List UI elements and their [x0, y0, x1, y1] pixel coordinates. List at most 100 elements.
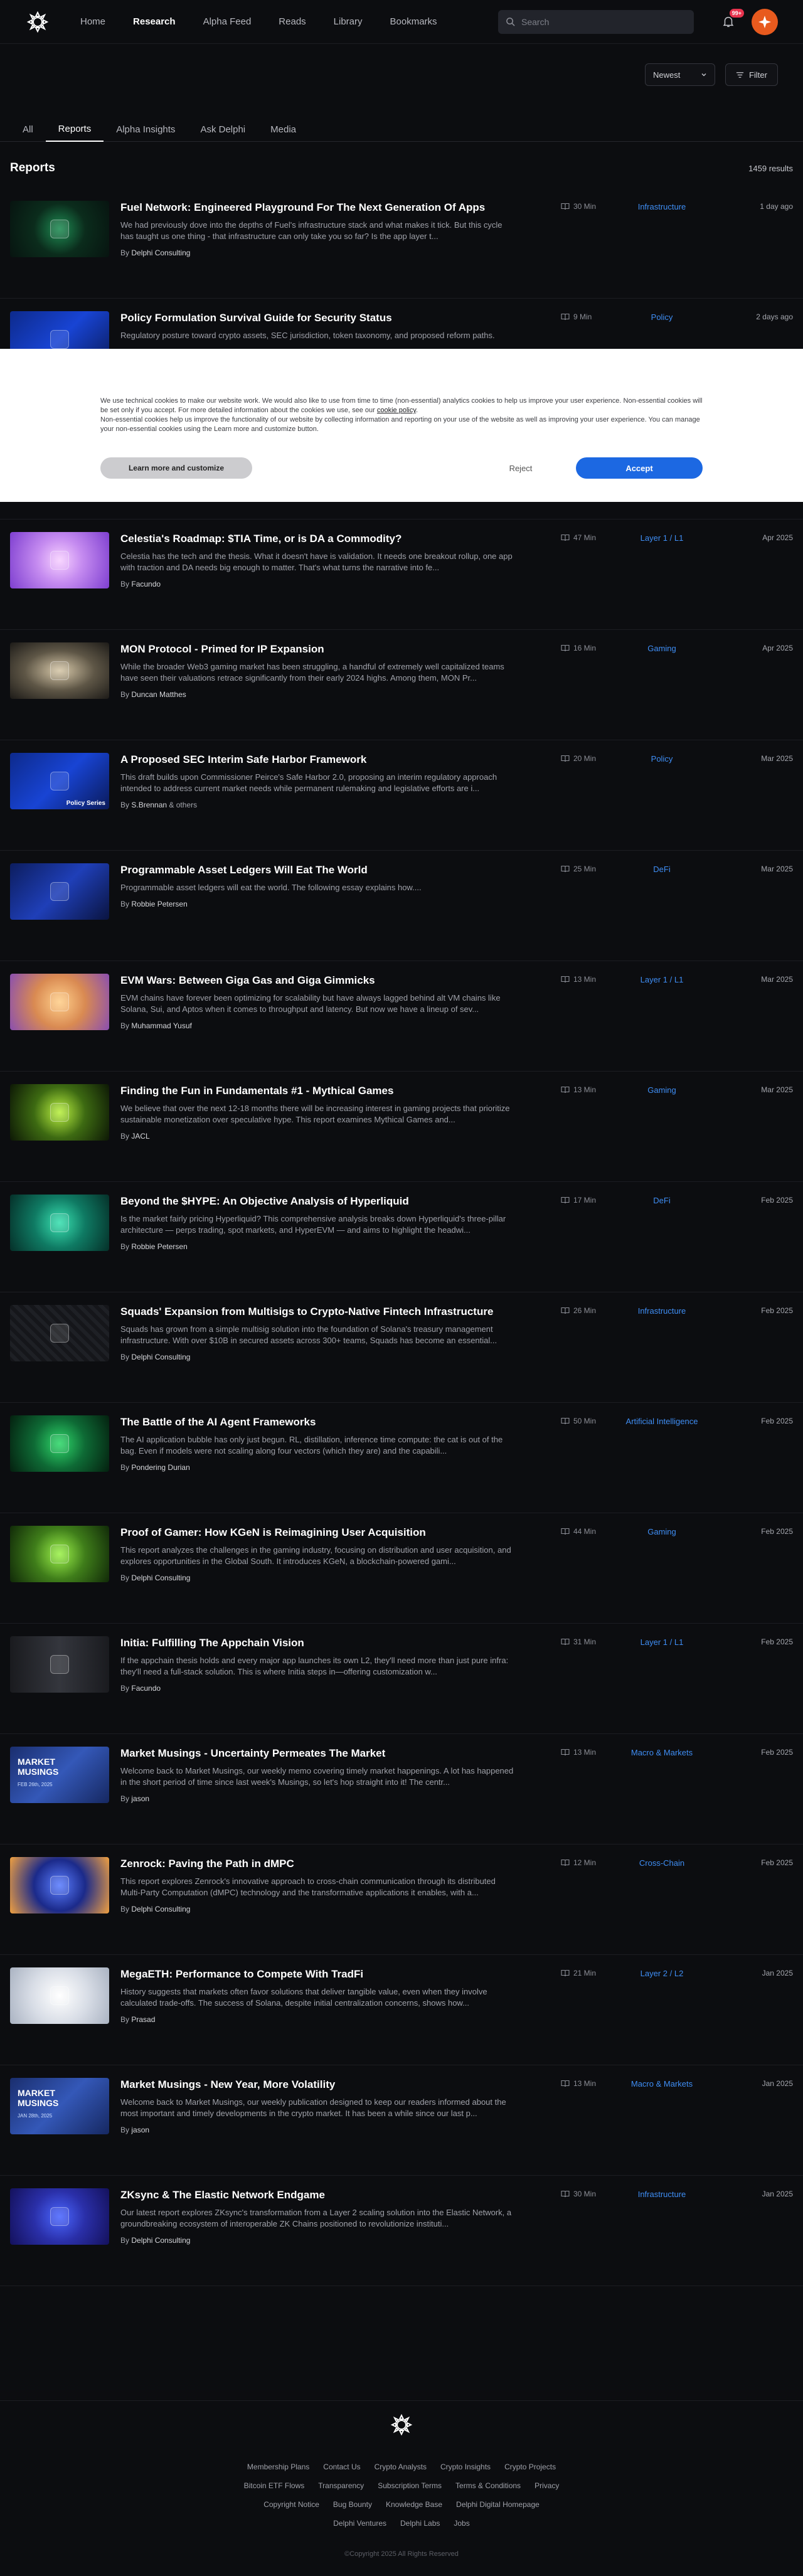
report-title[interactable]: Zenrock: Paving the Path in dMPC: [120, 1858, 294, 1870]
report-category[interactable]: DeFi: [653, 1196, 671, 1205]
footer-link-delphi-ventures[interactable]: Delphi Ventures: [333, 2519, 386, 2528]
author-name[interactable]: S.Brennan: [131, 801, 168, 809]
report-category[interactable]: Infrastructure: [637, 202, 686, 211]
report-title[interactable]: MegaETH: Performance to Compete With Tra…: [120, 1968, 364, 1980]
report-category[interactable]: Infrastructure: [637, 1306, 686, 1316]
report-title[interactable]: Finding the Fun in Fundamentals #1 - Myt…: [120, 1085, 394, 1097]
footer-link-crypto-insights[interactable]: Crypto Insights: [440, 2462, 491, 2471]
author-name[interactable]: jason: [131, 2126, 150, 2134]
report-title[interactable]: The Battle of the AI Agent Frameworks: [120, 1416, 316, 1428]
report-title[interactable]: A Proposed SEC Interim Safe Harbor Frame…: [120, 753, 367, 765]
author-name[interactable]: Delphi Consulting: [131, 1905, 191, 1913]
tab-media[interactable]: Media: [270, 124, 296, 135]
report-category[interactable]: DeFi: [653, 865, 671, 874]
report-category[interactable]: Policy: [651, 754, 673, 764]
nav-item-alpha-feed[interactable]: Alpha Feed: [203, 16, 252, 27]
learn-more-button[interactable]: Learn more and customize: [100, 457, 252, 479]
footer-link-crypto-projects[interactable]: Crypto Projects: [504, 2462, 556, 2471]
footer-link-privacy[interactable]: Privacy: [534, 2481, 560, 2490]
report-item[interactable]: MegaETH: Performance to Compete With Tra…: [0, 1955, 803, 2065]
footer-link-delphi-digital-homepage[interactable]: Delphi Digital Homepage: [456, 2500, 540, 2509]
nav-item-research[interactable]: Research: [133, 16, 176, 27]
author-name[interactable]: Prasad: [131, 2015, 156, 2024]
author-name[interactable]: Facundo: [131, 580, 161, 588]
nav-item-home[interactable]: Home: [80, 16, 106, 27]
report-item[interactable]: Fuel Network: Engineered Playground For …: [0, 188, 803, 299]
nav-item-library[interactable]: Library: [333, 16, 363, 27]
report-category[interactable]: Macro & Markets: [630, 2079, 693, 2089]
search-box[interactable]: [498, 9, 694, 34]
author-name[interactable]: Delphi Consulting: [131, 248, 191, 257]
report-thumbnail[interactable]: MARKET MUSINGS FEB 26th, 2025: [10, 1747, 109, 1803]
footer-link-membership-plans[interactable]: Membership Plans: [247, 2462, 310, 2471]
report-category[interactable]: Gaming: [647, 1527, 676, 1536]
report-item[interactable]: Zenrock: Paving the Path in dMPC This re…: [0, 1844, 803, 1955]
report-thumbnail[interactable]: [10, 1084, 109, 1141]
footer-link-crypto-analysts[interactable]: Crypto Analysts: [374, 2462, 427, 2471]
report-title[interactable]: Fuel Network: Engineered Playground For …: [120, 201, 486, 213]
report-category[interactable]: Macro & Markets: [630, 1748, 693, 1757]
sort-select[interactable]: Newest: [645, 63, 715, 86]
report-thumbnail[interactable]: [10, 1967, 109, 2024]
report-item[interactable]: ZKsync & The Elastic Network Endgame Our…: [0, 2176, 803, 2286]
report-item[interactable]: MARKET MUSINGS FEB 26th, 2025 Market Musi…: [0, 1734, 803, 1844]
report-thumbnail[interactable]: [10, 863, 109, 920]
report-thumbnail[interactable]: [10, 1526, 109, 1582]
report-thumbnail[interactable]: [10, 1195, 109, 1251]
footer-link-transparency[interactable]: Transparency: [318, 2481, 364, 2490]
filter-button[interactable]: Filter: [725, 63, 778, 86]
cookie-policy-link[interactable]: cookie policy: [376, 407, 417, 414]
report-item[interactable]: Programmable Asset Ledgers Will Eat The …: [0, 851, 803, 961]
author-name[interactable]: Muhammad Yusuf: [131, 1021, 192, 1030]
author-name[interactable]: Robbie Petersen: [131, 1242, 188, 1251]
report-thumbnail[interactable]: [10, 1415, 109, 1472]
footer-link-terms-conditions[interactable]: Terms & Conditions: [455, 2481, 521, 2490]
report-category[interactable]: Layer 1 / L1: [640, 533, 684, 543]
footer-link-bug-bounty[interactable]: Bug Bounty: [332, 2500, 372, 2509]
report-thumbnail[interactable]: [10, 1636, 109, 1693]
report-title[interactable]: ZKsync & The Elastic Network Endgame: [120, 2189, 325, 2201]
report-title[interactable]: Celestia's Roadmap: $TIA Time, or is DA …: [120, 533, 402, 545]
report-title[interactable]: Policy Formulation Survival Guide for Se…: [120, 312, 392, 324]
report-item[interactable]: The Battle of the AI Agent Frameworks Th…: [0, 1403, 803, 1513]
author-name[interactable]: Delphi Consulting: [131, 2236, 191, 2245]
reject-button[interactable]: Reject: [509, 463, 533, 473]
author-name[interactable]: Robbie Petersen: [131, 900, 188, 908]
report-item[interactable]: Initia: Fulfilling The Appchain Vision I…: [0, 1624, 803, 1734]
notifications-button[interactable]: 99+: [721, 8, 744, 29]
author-name[interactable]: jason: [131, 1794, 150, 1803]
report-title[interactable]: Programmable Asset Ledgers Will Eat The …: [120, 864, 368, 876]
report-title[interactable]: MON Protocol - Primed for IP Expansion: [120, 643, 324, 655]
search-input[interactable]: [521, 16, 678, 27]
report-thumbnail[interactable]: [10, 1305, 109, 1361]
user-avatar[interactable]: [752, 8, 778, 35]
footer-link-bitcoin-etf-flows[interactable]: Bitcoin ETF Flows: [243, 2481, 305, 2490]
footer-link-jobs[interactable]: Jobs: [454, 2519, 470, 2528]
report-title[interactable]: Squads' Expansion from Multisigs to Cryp…: [120, 1306, 494, 1317]
report-category[interactable]: Layer 2 / L2: [640, 1969, 684, 1978]
tab-all[interactable]: All: [23, 124, 33, 135]
report-thumbnail[interactable]: [10, 201, 109, 257]
report-category[interactable]: Layer 1 / L1: [640, 975, 684, 984]
footer-link-copyright-notice[interactable]: Copyright Notice: [263, 2500, 319, 2509]
report-thumbnail[interactable]: [10, 642, 109, 699]
report-thumbnail[interactable]: [10, 1857, 109, 1913]
footer-link-delphi-labs[interactable]: Delphi Labs: [400, 2519, 440, 2528]
accept-button[interactable]: Accept: [576, 457, 703, 479]
report-category[interactable]: Policy: [651, 312, 673, 322]
footer-link-knowledge-base[interactable]: Knowledge Base: [385, 2500, 443, 2509]
report-item[interactable]: Proof of Gamer: How KGeN is Reimagining …: [0, 1513, 803, 1624]
report-category[interactable]: Cross-Chain: [639, 1858, 685, 1868]
tab-alpha-insights[interactable]: Alpha Insights: [116, 124, 176, 135]
footer-logo-icon[interactable]: [390, 2414, 413, 2436]
author-name[interactable]: Facundo: [131, 1684, 161, 1693]
nav-item-reads[interactable]: Reads: [279, 16, 306, 27]
report-thumbnail[interactable]: MARKET MUSINGS JAN 28th, 2025: [10, 2078, 109, 2134]
report-title[interactable]: Proof of Gamer: How KGeN is Reimagining …: [120, 1526, 426, 1538]
tab-reports[interactable]: Reports: [45, 117, 104, 142]
report-item[interactable]: EVM Wars: Between Giga Gas and Giga Gimm…: [0, 961, 803, 1072]
author-name[interactable]: JACL: [131, 1132, 150, 1141]
author-name[interactable]: Pondering Durian: [131, 1463, 190, 1472]
nav-item-bookmarks[interactable]: Bookmarks: [390, 16, 437, 27]
report-thumbnail[interactable]: Policy Series: [10, 753, 109, 809]
